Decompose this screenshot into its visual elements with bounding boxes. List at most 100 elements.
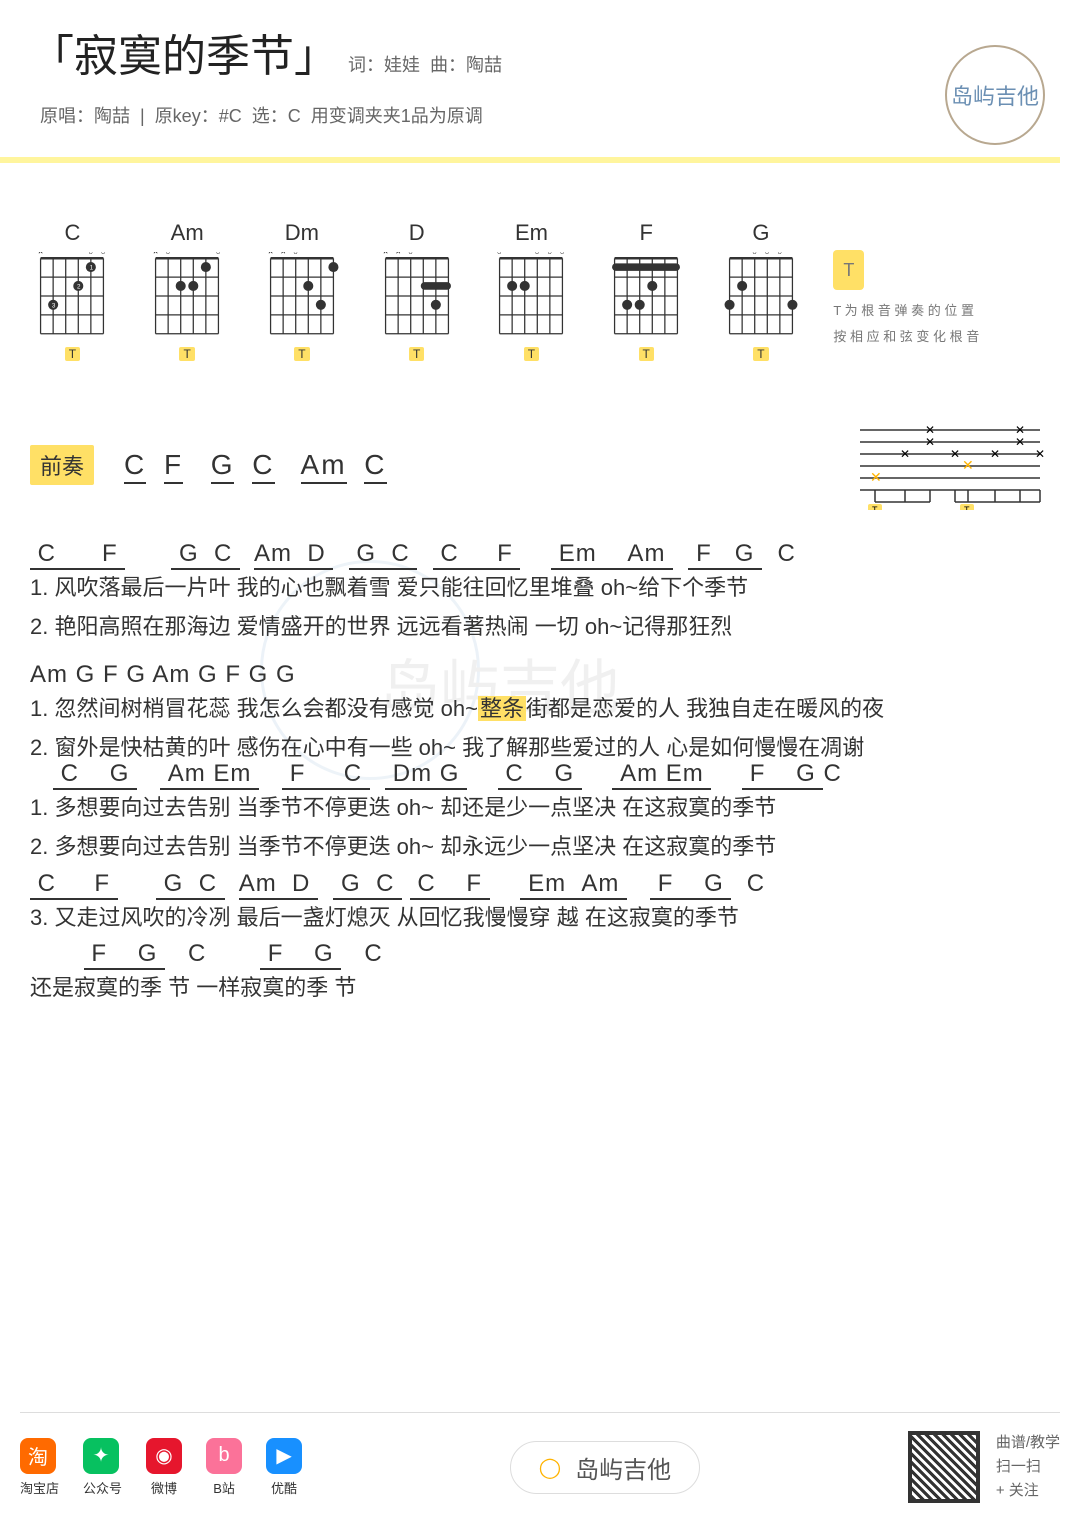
chord-diagram-am: Am × ○ ○ T: [145, 220, 230, 363]
sub-info: 原唱：陶喆 | 原key：#C 选：C 用变调夹夹1品为原调: [0, 102, 1080, 128]
social-label: B站: [206, 1478, 242, 1497]
header-divider: [0, 155, 1060, 163]
qr-text: 曲谱/教学 扫一扫 + 关注: [996, 1431, 1060, 1503]
chord-label: Em: [489, 220, 574, 246]
lyric-highlight: 整条: [478, 696, 526, 721]
chord-diagram-f: F T: [604, 220, 689, 363]
intro-chord: Am: [301, 449, 347, 484]
chord-line: F G C F G C: [30, 940, 1050, 969]
brand-logo: 岛屿吉他: [945, 45, 1045, 145]
chord-label: G: [719, 220, 804, 246]
chord-diagram-g: G ○○○ T: [719, 220, 804, 363]
svg-text:○: ○: [89, 252, 94, 257]
chord-grid-icon: ○○○○: [492, 252, 570, 340]
svg-text:T: T: [872, 505, 878, 510]
t-badge: T: [833, 250, 864, 290]
svg-text:○: ○: [765, 252, 770, 257]
svg-text:○: ○: [293, 252, 298, 257]
social-bilibili[interactable]: b B站: [206, 1438, 242, 1497]
footer-brand-text: 岛屿吉他: [575, 1450, 671, 1485]
social-label: 微博: [146, 1478, 182, 1497]
social-label: 优酷: [266, 1478, 302, 1497]
intro-chord: C: [252, 449, 274, 484]
svg-text:✕: ✕: [900, 447, 910, 461]
svg-text:✕: ✕: [1035, 447, 1045, 461]
chord-grid-icon: ×○○ 123: [33, 252, 111, 340]
chorus-section: C G Am Em F C Dm G C G Am Em F G C 1. 多想…: [30, 760, 1050, 869]
taobao-icon: 淘: [20, 1438, 56, 1474]
svg-text:×: ×: [268, 252, 273, 257]
svg-text:✕: ✕: [925, 435, 935, 449]
social-weibo[interactable]: ◉ 微博: [146, 1438, 182, 1497]
credits: 词：娃娃 曲：陶喆: [348, 51, 502, 77]
t-marker: T: [179, 347, 194, 361]
svg-text:×: ×: [38, 252, 43, 257]
svg-text:✕: ✕: [962, 457, 974, 473]
social-youku[interactable]: ▶ 优酷: [266, 1438, 302, 1497]
t-marker: T: [65, 347, 80, 361]
chord-line: C G Am Em F C Dm G C G Am Em F G C: [30, 760, 1050, 789]
chord-line: Am G F G Am G F G G: [30, 661, 1050, 690]
t-marker: T: [753, 347, 768, 361]
social-taobao[interactable]: 淘 淘宝店: [20, 1438, 59, 1497]
t-legend: T T 为 根 音 弹 奏 的 位 置 按 相 应 和 弦 变 化 根 音: [833, 220, 1050, 350]
chord-label: F: [604, 220, 689, 246]
chord-label: Am: [145, 220, 230, 246]
chord-label: D: [374, 220, 459, 246]
t-marker: T: [294, 347, 309, 361]
lyric-line: 3. 又走过风吹的冷冽 最后一盏灯熄灭 从回忆我慢慢穿 越 在这寂寞的季节: [30, 901, 1050, 934]
social-label: 淘宝店: [20, 1478, 59, 1497]
title-row: 「 寂寞的季节 」 词：娃娃 曲：陶喆: [0, 20, 1080, 84]
svg-text:T: T: [964, 505, 970, 510]
svg-text:✕: ✕: [950, 447, 960, 461]
song-title: 寂寞的季节: [74, 20, 294, 84]
qr-code[interactable]: [908, 1431, 980, 1503]
composer-label: 曲：: [430, 55, 466, 75]
chord-grid-icon: [607, 252, 685, 340]
weibo-icon: ◉: [146, 1438, 182, 1474]
intro-chords: C F G C Am C: [124, 449, 395, 481]
verse-section-1: C F G C Am D G C C F Em Am F G C 1. 风吹落最…: [30, 540, 1050, 770]
chord-grid-icon: ××○: [263, 252, 341, 340]
intro-chord: G: [211, 449, 235, 484]
verse-section-3: C F G C Am D G C C F Em Am F G C 3. 又走过风…: [30, 870, 1050, 1010]
t-marker: T: [639, 347, 654, 361]
lyric-line: 2. 多想要向过去告别 当季节不停更迭 oh~ 却永远少一点坚决 在这寂寞的季节: [30, 830, 1050, 863]
chord-diagram-em: Em ○○○○ T: [489, 220, 574, 363]
svg-text:✕: ✕: [870, 469, 882, 485]
wechat-icon: ✦: [83, 1438, 119, 1474]
chord-label: Dm: [260, 220, 345, 246]
strum-pattern-icon: ✕ ✕✕✕ ✕✕ ✕✕✕ ✕ T T: [850, 420, 1050, 510]
svg-text:✕: ✕: [1015, 423, 1025, 437]
chord-diagram-dm: Dm ××○ T: [260, 220, 345, 363]
svg-text:○: ○: [216, 252, 221, 257]
chord-grid-icon: ××○: [378, 252, 456, 340]
lyric-line: 2. 窗外是快枯黄的叶 感伤在心中有一些 oh~ 我了解那些爱过的人 心是如何慢…: [30, 731, 1050, 764]
qr-line: 曲谱/教学: [996, 1431, 1060, 1455]
svg-text:×: ×: [153, 252, 158, 257]
chord-line: C F G C Am D G C C F Em Am F G C: [30, 540, 1050, 569]
chord-diagram-row: C ×○○ 123 T Am ×○○ T Dm: [30, 220, 1050, 363]
orig-key-label: 原key：: [155, 106, 219, 126]
chord-grid-icon: × ○ ○: [148, 252, 226, 340]
lyric-text: 1. 忽然间树梢冒花蕊 我怎么会都没有感觉 oh~: [30, 696, 478, 721]
t-marker: T: [409, 347, 424, 361]
location-icon: ◯: [539, 1455, 561, 1480]
intro-label: 前奏: [30, 445, 94, 485]
footer: 淘 淘宝店 ✦ 公众号 ◉ 微博 b B站 ▶ 优酷 ◯ 岛屿吉他 曲谱/教学 …: [20, 1412, 1060, 1503]
svg-text:○: ○: [166, 252, 171, 257]
chord-line: C F G C Am D G C C F Em Am F G C: [30, 870, 1050, 899]
bilibili-icon: b: [206, 1438, 242, 1474]
svg-text:○: ○: [101, 252, 106, 257]
svg-text:×: ×: [395, 252, 400, 257]
capo-note: 用变调夹夹1品为原调: [311, 106, 483, 126]
lyric-line: 2. 艳阳高照在那海边 爱情盛开的世界 远远看著热闹 一切 oh~记得那狂烈: [30, 610, 1050, 643]
singer: 陶喆: [94, 106, 130, 126]
svg-text:○: ○: [497, 252, 502, 257]
youku-icon: ▶: [266, 1438, 302, 1474]
chord-label: C: [30, 220, 115, 246]
intro-chord: F: [164, 449, 183, 484]
chord-diagram-c: C ×○○ 123 T: [30, 220, 115, 363]
header: 「 寂寞的季节 」 词：娃娃 曲：陶喆 原唱：陶喆 | 原key：#C 选：C …: [0, 20, 1080, 150]
social-wechat[interactable]: ✦ 公众号: [83, 1438, 122, 1497]
